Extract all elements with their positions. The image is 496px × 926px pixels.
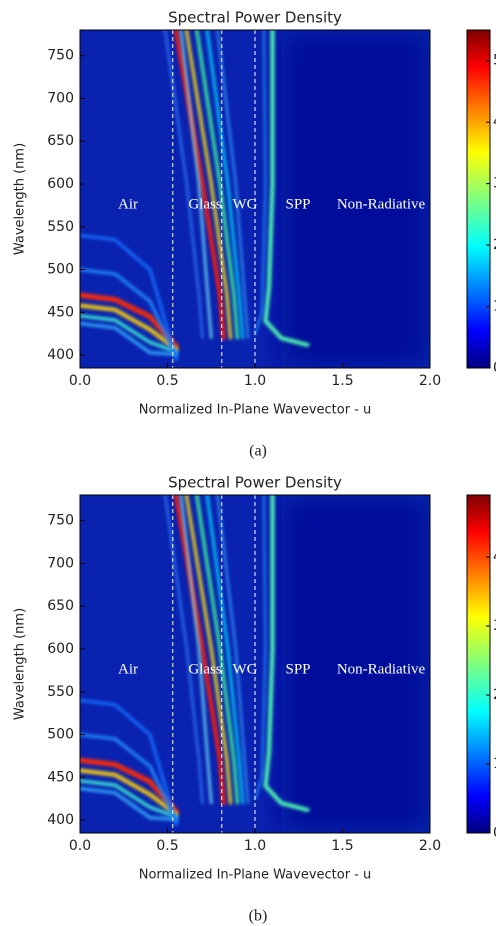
colorbar-tick-label: 1 bbox=[493, 756, 496, 772]
mode-curve bbox=[80, 787, 178, 821]
x-tick-label: 0.0 bbox=[69, 373, 91, 389]
colorbar-tick-label: 0 bbox=[493, 360, 496, 376]
heatmap-dark bbox=[281, 30, 430, 368]
colorbar-tick-label: 4 bbox=[493, 114, 496, 130]
mode-curve bbox=[216, 495, 249, 805]
mode-curve bbox=[254, 495, 267, 800]
y-axis-label: Wavelength (nm) bbox=[13, 608, 28, 720]
y-tick-label: 600 bbox=[47, 176, 74, 192]
colorbar-tick-label: 1 bbox=[493, 299, 496, 315]
x-axis-label: Normalized In-Plane Wavevector - u bbox=[139, 403, 372, 418]
colorbar-tick-label: 3 bbox=[493, 176, 496, 192]
colorbar-tick-label: 5 bbox=[493, 53, 496, 69]
heatmap-dark bbox=[281, 495, 430, 833]
colorbar-tick-label: 3 bbox=[493, 618, 496, 634]
x-tick-label: 0.5 bbox=[156, 838, 178, 854]
y-tick-label: 650 bbox=[47, 133, 74, 149]
region-label: Air bbox=[118, 661, 138, 677]
x-tick-label: 1.5 bbox=[331, 838, 353, 854]
mode-curve bbox=[195, 495, 239, 805]
x-tick-label: 2.0 bbox=[419, 838, 441, 854]
y-tick-label: 450 bbox=[47, 304, 74, 320]
chart: Spectral Power Density Air Glass WG SPP Non-R… bbox=[13, 474, 496, 925]
mode-curve bbox=[80, 698, 178, 826]
mode-curve bbox=[80, 733, 178, 824]
region-label: Non-Radiative bbox=[337, 196, 426, 212]
x-tick-label: 2.0 bbox=[419, 373, 441, 389]
mode-curve bbox=[80, 233, 178, 361]
colorbar-tick-label: 2 bbox=[493, 687, 496, 703]
mode-curve bbox=[184, 30, 232, 340]
mode-curve bbox=[254, 30, 267, 335]
mode-curve bbox=[80, 779, 178, 819]
mode-curve bbox=[164, 495, 204, 805]
y-tick-label: 550 bbox=[47, 219, 74, 235]
x-tick-label: 0.5 bbox=[156, 373, 178, 389]
y-tick-label: 500 bbox=[47, 262, 74, 278]
region-label: Glass bbox=[188, 196, 221, 212]
mode-curve bbox=[216, 30, 249, 340]
mode-curve bbox=[195, 30, 239, 340]
caption: (b) bbox=[249, 908, 268, 925]
region-label: Air bbox=[118, 196, 138, 212]
chart-title: Spectral Power Density bbox=[168, 9, 342, 27]
y-tick-label: 750 bbox=[47, 513, 74, 529]
mode-curve bbox=[263, 30, 310, 347]
mode-curve bbox=[205, 30, 244, 340]
region-label: SPP bbox=[285, 196, 310, 212]
colorbar-tick-label: 2 bbox=[493, 237, 496, 253]
y-tick-label: 400 bbox=[47, 347, 74, 363]
x-tick-label: 0.0 bbox=[69, 838, 91, 854]
region-label: Glass bbox=[188, 661, 221, 677]
colorbar bbox=[466, 494, 491, 834]
chart-title: Spectral Power Density bbox=[168, 474, 342, 492]
mode-curve bbox=[80, 303, 179, 352]
mode-curve bbox=[179, 495, 213, 805]
y-tick-label: 750 bbox=[47, 48, 74, 64]
mode-curve bbox=[205, 495, 244, 805]
y-tick-label: 450 bbox=[47, 769, 74, 785]
x-tick-label: 1.5 bbox=[331, 373, 353, 389]
colorbar-tick-label: 4 bbox=[493, 549, 496, 565]
colorbar-tick-label: 0 bbox=[493, 825, 496, 841]
y-axis-label: Wavelength (nm) bbox=[13, 143, 28, 255]
x-axis-label: Normalized In-Plane Wavevector - u bbox=[139, 868, 372, 883]
y-tick-label: 650 bbox=[47, 598, 74, 614]
region-label: WG bbox=[233, 661, 258, 677]
caption: (a) bbox=[249, 443, 267, 460]
mode-curve bbox=[184, 495, 232, 805]
mode-curve bbox=[179, 30, 213, 340]
y-tick-label: 700 bbox=[47, 555, 74, 571]
mode-curve bbox=[164, 30, 204, 340]
mode-curve bbox=[80, 322, 178, 356]
mode-curve bbox=[80, 314, 178, 354]
x-tick-label: 1.0 bbox=[244, 838, 266, 854]
mode-curve bbox=[80, 768, 179, 817]
y-tick-label: 550 bbox=[47, 684, 74, 700]
mode-curve bbox=[263, 495, 310, 812]
region-label: WG bbox=[233, 196, 258, 212]
y-tick-label: 600 bbox=[47, 641, 74, 657]
chart: Spectral Power Density Air Glass WG SPP Non-R… bbox=[13, 9, 496, 460]
mode-curve bbox=[80, 268, 178, 359]
x-tick-label: 1.0 bbox=[244, 373, 266, 389]
y-tick-label: 500 bbox=[47, 727, 74, 743]
region-label: Non-Radiative bbox=[337, 661, 426, 677]
y-tick-label: 700 bbox=[47, 90, 74, 106]
region-label: SPP bbox=[285, 661, 310, 677]
y-tick-label: 400 bbox=[47, 812, 74, 828]
colorbar bbox=[466, 29, 491, 369]
